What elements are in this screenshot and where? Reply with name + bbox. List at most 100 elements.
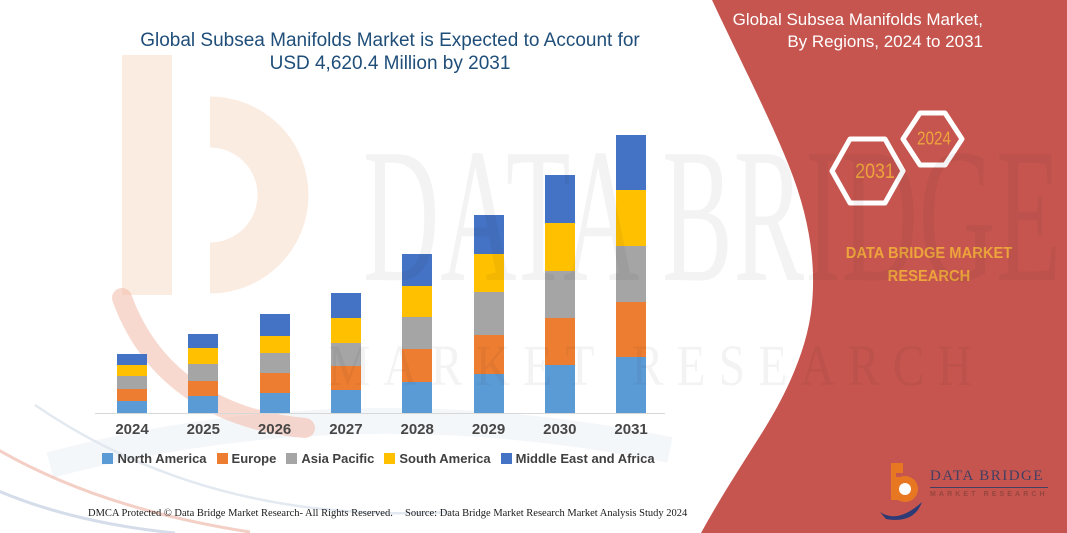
bar-segment-2027-middle-east-and-africa: [330, 293, 361, 318]
bar-segment-2025-north-america: [188, 396, 219, 413]
bar-segment-2025-south-america: [188, 347, 219, 365]
legend-swatch: [500, 453, 512, 464]
legend-swatch: [384, 453, 396, 464]
bar-segment-2028-south-america: [402, 286, 433, 318]
bar-segment-2024-south-america: [117, 365, 147, 377]
watermark-circle-blue: [0, 489, 176, 533]
bar-segment-2028-middle-east-and-africa: [402, 254, 433, 287]
logo-text-block: DATA BRIDGE MARKET RESEARCH: [930, 458, 1048, 498]
bar-segment-2029-middle-east-and-africa: [473, 214, 504, 254]
x-axis-labels: 2024 2025 2026 2027 2028 2029 2030 2031: [90, 421, 667, 439]
x-axis-label-2031: 2031: [614, 421, 648, 438]
bar-segment-2026-south-america: [259, 335, 290, 353]
chart-title-line1: Global Subsea Manifolds Market is Expect…: [140, 30, 640, 51]
x-axis-label-2026: 2026: [257, 421, 292, 438]
bar-segment-2024-asia-pacific: [117, 376, 147, 389]
footer-source-text: Source: Data Bridge Market Research Mark…: [405, 508, 688, 519]
databridge-logo-icon: [880, 463, 922, 520]
bar-segment-2024-north-america: [117, 401, 147, 413]
watermark-b-bowl: [208, 96, 309, 294]
legend-swatch: [102, 453, 114, 464]
bar-2031: [616, 134, 647, 413]
bar-segment-2028-north-america: [402, 382, 433, 413]
logo-swoosh: [880, 502, 922, 520]
databridge-logo: DATA BRIDGE MARKET RESEARCH: [878, 458, 1048, 522]
legend-item-europe: Europe: [216, 451, 277, 466]
bar-segment-2027-south-america: [330, 317, 361, 343]
bar-segment-2027-europe: [330, 366, 361, 390]
logo-b-bowl-hole: [899, 483, 911, 495]
bar-segment-2028-asia-pacific: [402, 317, 433, 350]
legend-item-south-america: South America: [384, 451, 491, 466]
bar-segment-2031-middle-east-and-africa: [616, 134, 647, 190]
bar-2025: [188, 334, 219, 413]
chart-title-line2: USD 4,620.4 Million by 2031: [269, 52, 511, 74]
bar-2030: [544, 174, 575, 413]
legend-swatch: [286, 453, 298, 464]
bar-segment-2026-middle-east-and-africa: [259, 313, 290, 336]
bar-segment-2030-europe: [544, 318, 575, 366]
logo-subtitle: MARKET RESEARCH: [930, 491, 1048, 498]
legend-label: Middle East and Africa: [515, 451, 655, 466]
bar-segment-2031-south-america: [616, 189, 647, 246]
watermark-circle-gray: [34, 403, 451, 515]
banner-brand-line2: RESEARCH: [887, 268, 971, 285]
legend-item-asia-pacific: Asia Pacific: [286, 451, 374, 466]
banner-red-shape: [701, 0, 1067, 533]
bar-segment-2025-europe: [188, 381, 219, 397]
legend-label: North America: [117, 451, 207, 466]
x-axis-label-2030: 2030: [543, 421, 577, 438]
bar-segment-2026-north-america: [259, 392, 290, 413]
x-axis-label-2024: 2024: [115, 421, 149, 438]
bar-segment-2030-middle-east-and-africa: [544, 174, 575, 224]
logo-name: DATA BRIDGE: [930, 468, 1048, 488]
x-axis-label-2029: 2029: [471, 421, 506, 438]
bar-segment-2026-asia-pacific: [259, 352, 290, 373]
watermark-band: [46, 407, 673, 478]
banner-brand-text: DATA BRIDGE MARKET RESEARCH: [819, 242, 1040, 288]
legend-label: Europe: [231, 451, 277, 466]
bar-segment-2029-north-america: [473, 373, 504, 413]
bar-2024: [117, 353, 147, 413]
bar-segment-2024-middle-east-and-africa: [117, 353, 147, 366]
chart-legend: North America Europe Asia Pacific South Ame…: [90, 451, 667, 466]
plot-area: [90, 130, 667, 413]
legend-item-middle-east-and-africa: Middle East and Africa: [500, 451, 655, 466]
bar-segment-2026-europe: [259, 372, 290, 393]
hexagon-2024: [900, 110, 965, 168]
bar-segment-2025-asia-pacific: [188, 364, 219, 382]
bar-2028: [402, 254, 433, 413]
bar-segment-2025-middle-east-and-africa: [188, 334, 219, 348]
chart-title: Global Subsea Manifolds Market is Expect…: [105, 30, 675, 76]
footer-dmca-text: DMCA Protected © Data Bridge Market Rese…: [88, 508, 393, 519]
bar-2029: [473, 214, 504, 413]
banner-heading: Global Subsea Manifolds Market, By Regio…: [732, 10, 983, 52]
bar-segment-2029-asia-pacific: [473, 292, 504, 336]
x-axis-label-2027: 2027: [329, 421, 363, 438]
hexagon-2031: [829, 136, 906, 206]
bar-segment-2030-north-america: [544, 365, 575, 413]
bar-segment-2024-europe: [117, 388, 147, 402]
bar-2026: [259, 313, 290, 413]
bar-segment-2031-asia-pacific: [616, 245, 647, 302]
legend-item-north-america: North America: [102, 451, 207, 466]
banner-brand-line1: DATA BRIDGE MARKET: [845, 245, 1013, 262]
bar-segment-2027-north-america: [330, 389, 361, 413]
x-axis-label-2028: 2028: [400, 421, 434, 438]
bar-segment-2030-south-america: [544, 223, 575, 271]
legend-label: Asia Pacific: [301, 451, 375, 466]
x-axis-line: [95, 413, 665, 414]
bar-segment-2030-asia-pacific: [544, 270, 575, 319]
watermark-b-stem: [122, 55, 172, 295]
bar-segment-2029-south-america: [473, 253, 504, 293]
x-axis-label-2025: 2025: [186, 421, 220, 438]
hexagon-2031-label: 2031: [855, 160, 895, 183]
bar-segment-2031-europe: [616, 301, 647, 358]
bar-segment-2028-europe: [402, 349, 433, 382]
watermark-circle-red: [0, 449, 251, 533]
hexagon-2024-label: 2024: [916, 128, 952, 149]
legend-label: South America: [399, 451, 491, 466]
bar-segment-2027-asia-pacific: [330, 342, 361, 367]
